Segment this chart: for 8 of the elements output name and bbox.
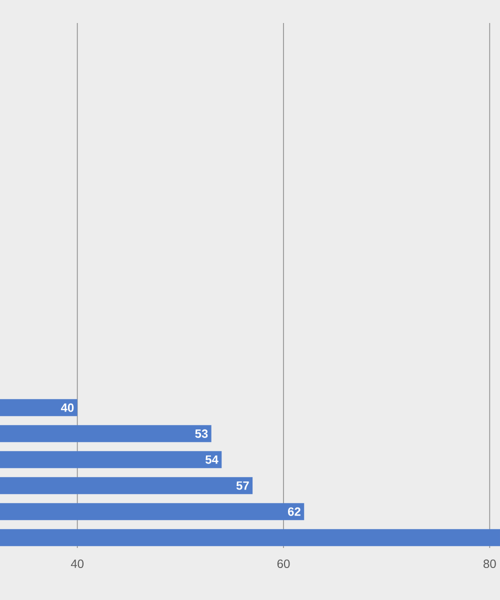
data-label: 40 [60, 403, 74, 412]
data-label: 62 [288, 507, 300, 516]
x-tick-label: 60 [277, 560, 290, 568]
data-label: 57 [236, 481, 249, 490]
data-label: 53 [195, 429, 208, 438]
x-tick-label: 40 [70, 560, 84, 568]
data-label: 54 [205, 455, 218, 464]
x-tick-label: 80 [484, 560, 496, 568]
